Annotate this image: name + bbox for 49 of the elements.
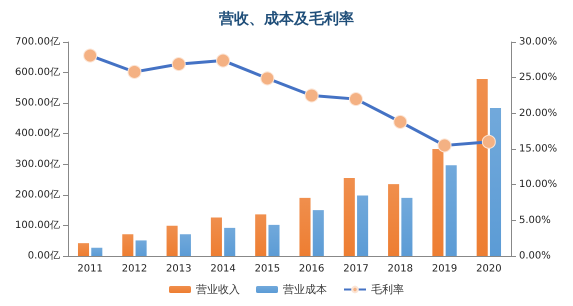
x-tick-label: 2012 bbox=[122, 264, 148, 274]
bar bbox=[255, 214, 266, 256]
x-tick-label: 2014 bbox=[210, 264, 236, 274]
x-tick-label: 2019 bbox=[432, 264, 458, 274]
y-tick-label: 700.00亿 bbox=[15, 36, 60, 48]
x-tick-label: 2017 bbox=[343, 264, 369, 274]
bar bbox=[210, 217, 222, 256]
y-tick-label: 300.00亿 bbox=[15, 158, 60, 170]
bar bbox=[91, 248, 102, 256]
bar bbox=[78, 243, 90, 256]
x-tick-label: 2018 bbox=[388, 264, 413, 274]
legend-label: 营业成本 bbox=[283, 283, 327, 296]
y2-tick-label: 0.00% bbox=[519, 250, 551, 262]
y2-tick-label: 25.00% bbox=[519, 72, 558, 84]
x-tick-label: 2011 bbox=[77, 264, 103, 274]
y2-tick-label: 5.00% bbox=[519, 214, 551, 226]
bar bbox=[224, 228, 236, 256]
x-tick-label: 2015 bbox=[254, 264, 280, 274]
y-tick-label: 400.00亿 bbox=[15, 128, 60, 140]
y-tick-label: 200.00亿 bbox=[15, 189, 60, 200]
x-tick-label: 2020 bbox=[476, 264, 502, 274]
y2-tick-label: 15.00% bbox=[519, 144, 558, 154]
bar bbox=[446, 165, 457, 256]
y2-tick-label: 30.00% bbox=[519, 36, 558, 48]
y-tick-label: 100.00亿 bbox=[15, 220, 60, 231]
y-tick-label: 600.00亿 bbox=[15, 67, 60, 78]
bar bbox=[136, 240, 147, 256]
bar bbox=[312, 210, 324, 256]
bar bbox=[401, 198, 412, 256]
bar bbox=[180, 234, 191, 256]
x-tick-label: 2013 bbox=[166, 264, 192, 274]
bar bbox=[344, 178, 355, 256]
legend-label: 营业收入 bbox=[196, 283, 240, 296]
y2-tick-label: 10.00% bbox=[519, 179, 558, 190]
y2-tick-label: 20.00% bbox=[519, 108, 558, 119]
bar bbox=[476, 78, 488, 256]
bar bbox=[299, 198, 311, 256]
chart-title: 营收、成本及毛利率 bbox=[218, 10, 354, 28]
legend-label: 毛利率 bbox=[371, 283, 404, 296]
bar bbox=[166, 226, 178, 256]
bar bbox=[432, 149, 444, 256]
bar bbox=[357, 195, 368, 256]
bar bbox=[490, 108, 502, 256]
bar bbox=[268, 224, 280, 256]
bar bbox=[122, 234, 134, 256]
bar bbox=[388, 184, 400, 256]
y-tick-label: 0.00亿 bbox=[28, 250, 60, 262]
y-tick-label: 500.00亿 bbox=[15, 98, 60, 109]
x-tick-label: 2016 bbox=[298, 264, 324, 274]
